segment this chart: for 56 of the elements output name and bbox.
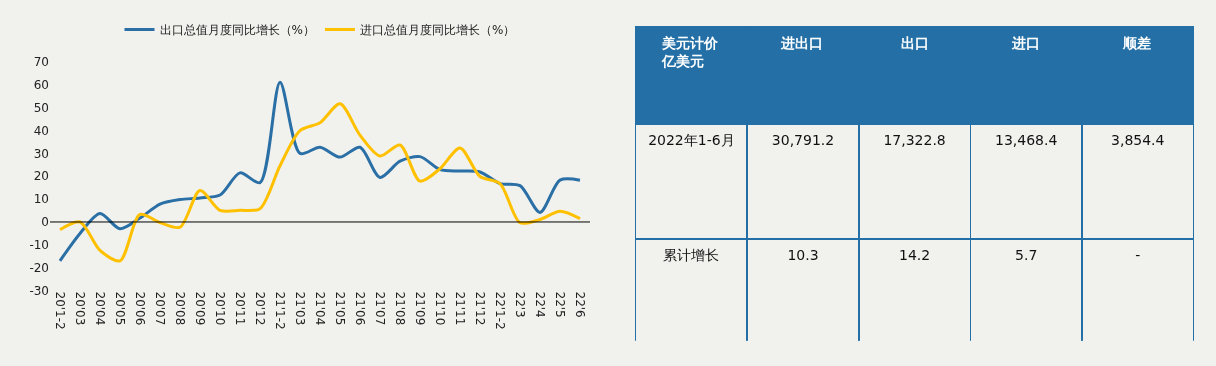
x-tick-label: 20'05: [113, 291, 128, 326]
text: -: [1135, 246, 1141, 263]
y-tick-label: 20: [33, 169, 49, 184]
x-tick-label: 20'09: [193, 291, 208, 326]
x-tick-label: 22'6: [573, 291, 588, 318]
y-tick-label: 70: [33, 55, 49, 70]
x-tick-label: 21'08: [393, 291, 408, 326]
text: 10.3: [787, 246, 819, 263]
category-label: 出口: [900, 34, 929, 51]
x-tick-label: 21'06: [353, 291, 368, 326]
category-label: 顺差: [1122, 34, 1152, 51]
x-tick-label: 21'11: [453, 291, 468, 326]
text: 亿美元: [661, 52, 705, 69]
x-tick-label: 22'4: [533, 291, 548, 318]
y-tick-label: 10: [33, 192, 49, 207]
x-tick-label: 20'12: [253, 291, 268, 326]
text: 17,322.8: [883, 131, 946, 148]
x-tick-label: 21'07: [373, 291, 388, 326]
y-tick-label: 0: [41, 215, 49, 230]
category-label: 累计增长: [663, 246, 720, 263]
x-tick-label: 21'09: [413, 291, 428, 326]
category-label: 进口: [1010, 34, 1040, 51]
x-tick-label: 22'5: [553, 291, 568, 318]
x-tick-label: 20'04: [93, 291, 108, 326]
text: 美元计价: [661, 34, 720, 51]
x-tick-label: 20'08: [173, 291, 188, 326]
x-tick-label: 21'04: [313, 291, 328, 326]
y-tick-label: -20: [29, 260, 49, 275]
text: 14.2: [899, 246, 931, 263]
x-tick-label: 20'06: [133, 291, 148, 326]
x-tick-label: 21'10: [433, 291, 448, 326]
x-tick-label: 20'11: [233, 291, 248, 326]
y-tick-label: 50: [33, 100, 49, 115]
x-tick-label: 21'05: [333, 291, 348, 326]
x-tick-label: 20'07: [153, 291, 168, 326]
x-tick-label: 20'03: [73, 291, 88, 326]
text: 3,854.4: [1111, 131, 1165, 148]
category-label: 2022年1-6月: [648, 131, 735, 148]
x-tick-label: 21'03: [293, 291, 308, 326]
y-tick-label: 30: [33, 146, 49, 161]
text: 5.7: [1015, 246, 1038, 263]
x-tick-label: 20'1-2: [53, 291, 68, 330]
x-tick-label: 22'3: [513, 291, 528, 318]
category-label: 进出口: [780, 34, 824, 51]
legend-label: 出口总值月度同比增长（%）: [159, 23, 315, 38]
text: 30,791.2: [771, 131, 835, 148]
x-tick-label: 21'12: [473, 291, 488, 326]
y-tick-label: -10: [29, 238, 49, 253]
y-tick-label: -30: [29, 283, 49, 298]
y-tick-label: 40: [33, 123, 49, 138]
text: 13,468.4: [994, 131, 1058, 148]
x-tick-label: 22'1-2: [493, 291, 508, 330]
legend-label: 进口总值月度同比增长（%）: [359, 23, 516, 38]
y-tick-label: 60: [33, 78, 49, 93]
x-tick-label: 21'1-2: [273, 291, 288, 330]
x-tick-label: 20'10: [213, 291, 228, 326]
